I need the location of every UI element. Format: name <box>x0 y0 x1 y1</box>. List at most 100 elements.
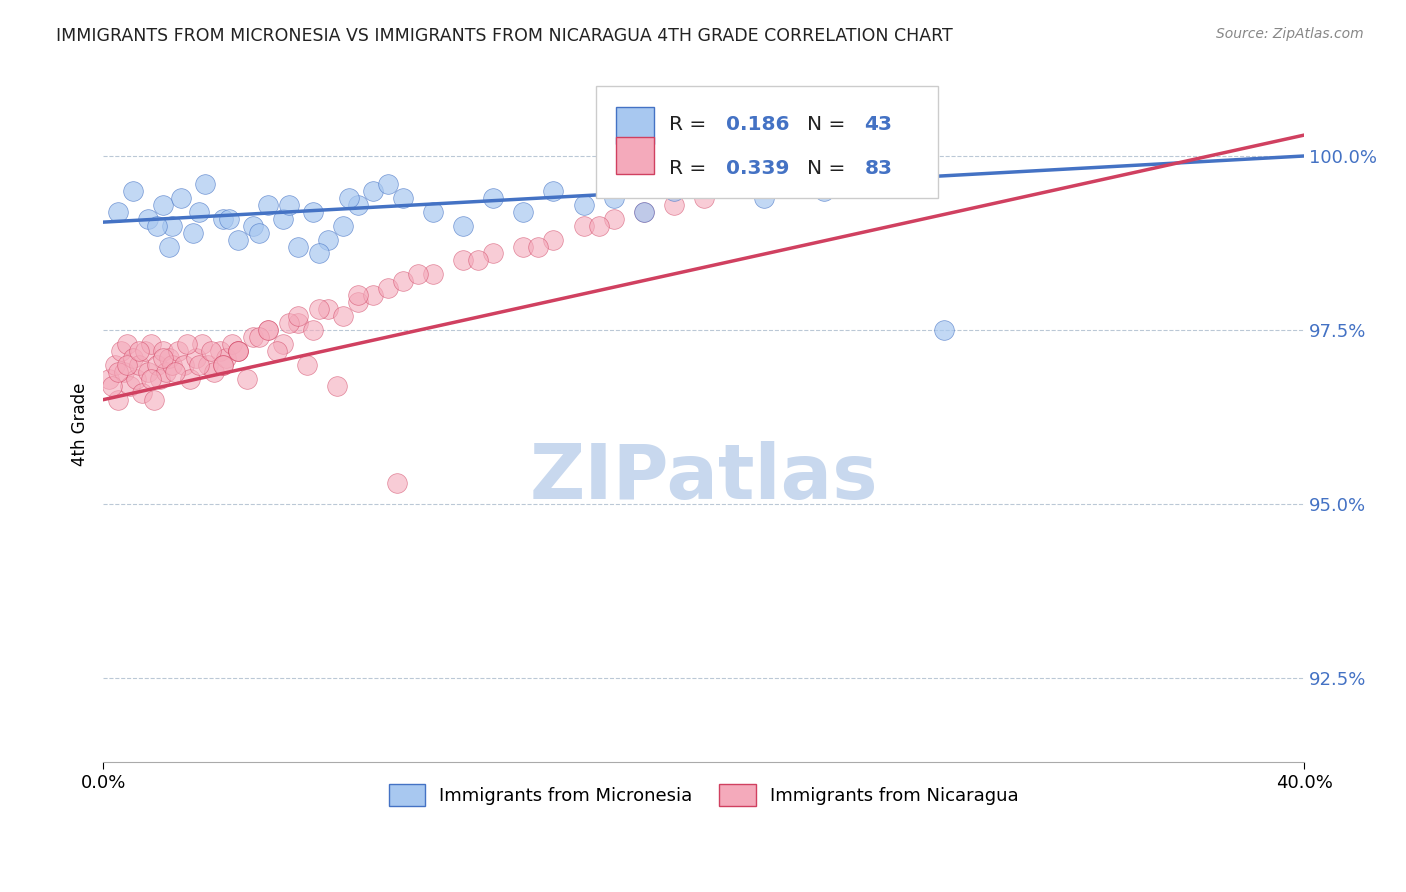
Point <box>347 288 370 302</box>
Point <box>212 358 235 372</box>
Point <box>512 239 534 253</box>
Text: IMMIGRANTS FROM MICRONESIA VS IMMIGRANTS FROM NICARAGUA 4TH GRADE CORRELATION CH: IMMIGRANTS FROM MICRONESIA VS IMMIGRANTS… <box>56 27 953 45</box>
Point <box>122 351 145 365</box>
Point <box>152 343 174 358</box>
Point <box>326 378 349 392</box>
Point <box>110 343 132 358</box>
Point <box>115 358 138 372</box>
Point <box>212 358 235 372</box>
Point <box>422 268 444 282</box>
Point <box>104 358 127 372</box>
Point <box>602 211 624 226</box>
Point <box>308 246 330 260</box>
Point <box>136 211 159 226</box>
Point <box>122 184 145 198</box>
Point <box>98 372 121 386</box>
Point <box>247 330 270 344</box>
Point <box>128 343 150 358</box>
Point <box>873 177 896 191</box>
Point <box>692 177 714 191</box>
Point <box>308 302 330 317</box>
Text: ZIPatlas: ZIPatlas <box>529 442 877 515</box>
Point <box>157 239 180 253</box>
Point <box>128 358 150 372</box>
Point <box>107 365 129 379</box>
Text: 0.339: 0.339 <box>727 160 790 178</box>
Point <box>932 323 955 337</box>
Point <box>278 316 301 330</box>
Point <box>332 219 354 233</box>
Point <box>752 191 775 205</box>
FancyBboxPatch shape <box>596 87 938 198</box>
Point <box>813 184 835 198</box>
Point <box>633 204 655 219</box>
Point <box>155 365 177 379</box>
Point <box>377 177 399 191</box>
Point <box>181 226 204 240</box>
Point <box>226 233 249 247</box>
Point <box>543 233 565 247</box>
Point <box>197 358 219 372</box>
Point <box>302 323 325 337</box>
Point <box>467 253 489 268</box>
Point <box>482 191 505 205</box>
Point <box>297 358 319 372</box>
Point <box>146 358 169 372</box>
Point <box>408 268 430 282</box>
Point <box>377 281 399 295</box>
Point <box>212 211 235 226</box>
Point <box>125 372 148 386</box>
Point <box>226 343 249 358</box>
Point <box>226 343 249 358</box>
Point <box>247 226 270 240</box>
Point <box>278 198 301 212</box>
Point <box>662 198 685 212</box>
Point <box>318 302 340 317</box>
Text: N =: N = <box>807 115 852 135</box>
Point <box>302 204 325 219</box>
Point <box>188 358 211 372</box>
Point <box>512 204 534 219</box>
Point <box>176 337 198 351</box>
Text: Source: ZipAtlas.com: Source: ZipAtlas.com <box>1216 27 1364 41</box>
Point <box>662 184 685 198</box>
Point <box>287 309 309 323</box>
Point <box>136 365 159 379</box>
Point <box>141 337 163 351</box>
Point <box>221 337 243 351</box>
Point <box>453 219 475 233</box>
Point <box>363 184 385 198</box>
Text: R =: R = <box>669 160 713 178</box>
Point <box>134 343 156 358</box>
Point <box>160 219 183 233</box>
Point <box>186 351 208 365</box>
Point <box>170 191 193 205</box>
Point <box>131 385 153 400</box>
Point <box>236 372 259 386</box>
Point <box>287 239 309 253</box>
Point <box>242 330 264 344</box>
Point <box>332 309 354 323</box>
Point <box>392 274 415 288</box>
Point <box>226 343 249 358</box>
Point <box>120 378 142 392</box>
Point <box>107 204 129 219</box>
Point <box>422 204 444 219</box>
Point <box>633 204 655 219</box>
Point <box>165 365 187 379</box>
Point <box>157 351 180 365</box>
Point <box>173 358 195 372</box>
Point <box>257 323 280 337</box>
Point <box>572 198 595 212</box>
Point <box>101 378 124 392</box>
Point <box>179 372 201 386</box>
Point <box>287 316 309 330</box>
Point <box>387 476 409 491</box>
Point <box>152 351 174 365</box>
Point <box>194 177 217 191</box>
Point <box>527 239 550 253</box>
Bar <box>616 137 654 174</box>
Point <box>271 211 294 226</box>
Point <box>160 358 183 372</box>
Text: 83: 83 <box>865 160 893 178</box>
